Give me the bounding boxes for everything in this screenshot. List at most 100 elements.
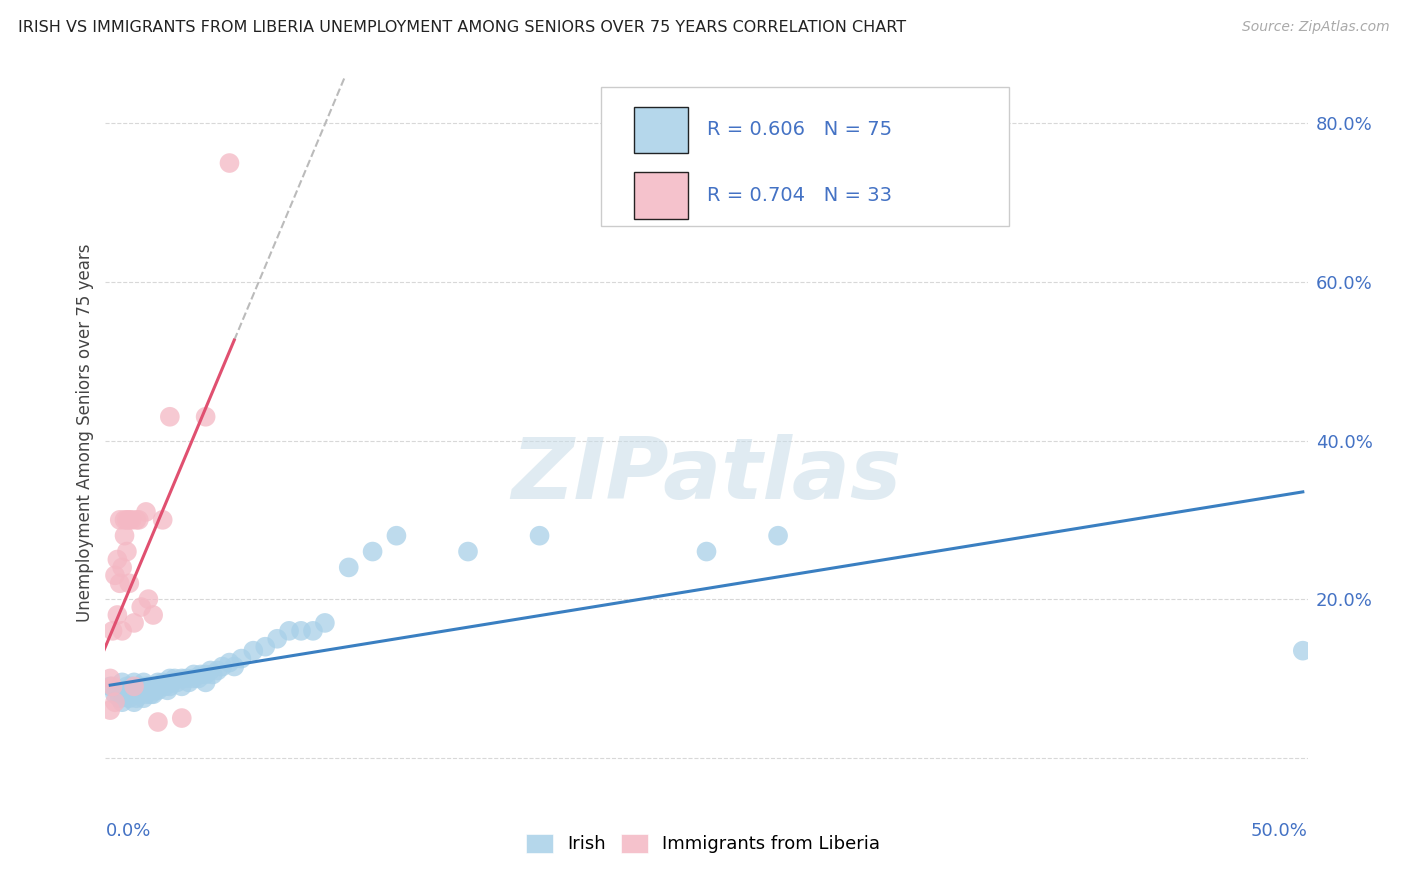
Point [105,683,128,698]
Point [142,607,165,622]
Point [266,632,288,646]
Point [153,679,176,693]
Point [129,683,152,698]
Point [146,714,169,729]
Point [98,703,121,717]
Text: IRISH VS IMMIGRANTS FROM LIBERIA UNEMPLOYMENT AMONG SENIORS OVER 75 YEARS CORREL: IRISH VS IMMIGRANTS FROM LIBERIA UNEMPLO… [18,20,907,35]
Point [129,600,152,615]
Point [314,615,336,630]
Point [129,679,152,693]
Legend: Irish, Immigrants from Liberia: Irish, Immigrants from Liberia [519,827,887,861]
Point [211,659,233,673]
Point [114,513,136,527]
Point [278,624,301,638]
Point [361,544,384,558]
Point [218,656,240,670]
Point [128,687,150,701]
Point [695,544,717,558]
Point [101,624,124,638]
Point [207,664,229,678]
Point [218,156,240,170]
Point [135,687,157,701]
Point [170,711,193,725]
Point [187,672,209,686]
Point [132,691,155,706]
Point [254,640,277,654]
Point [122,687,145,701]
Text: ZIPatlas: ZIPatlas [512,434,901,517]
Point [177,675,200,690]
Point [115,679,138,693]
Point [290,624,312,638]
Point [200,664,222,678]
Point [194,409,217,424]
Point [121,679,143,693]
Point [98,672,121,686]
Point [146,683,169,698]
Point [122,615,145,630]
Point [159,409,181,424]
Point [114,683,136,698]
Point [190,667,212,681]
Point [104,695,127,709]
Text: 50.0%: 50.0% [1251,822,1308,840]
Point [142,687,165,701]
Point [159,672,181,686]
Text: R = 0.606   N = 75: R = 0.606 N = 75 [707,120,891,139]
FancyBboxPatch shape [634,106,689,153]
Point [108,691,131,706]
Point [121,513,143,527]
Point [111,695,134,709]
Point [105,552,128,566]
Point [183,667,205,681]
Point [457,544,479,558]
Text: R = 0.704   N = 33: R = 0.704 N = 33 [707,186,891,205]
Point [108,576,131,591]
Point [231,651,253,665]
Point [125,513,148,527]
Y-axis label: Unemployment Among Seniors over 75 years: Unemployment Among Seniors over 75 years [76,244,94,622]
Point [125,691,148,706]
Point [118,683,141,698]
Point [242,643,264,657]
Point [138,679,160,693]
Point [135,505,157,519]
Text: Source: ZipAtlas.com: Source: ZipAtlas.com [1241,20,1389,34]
Point [170,672,193,686]
FancyBboxPatch shape [634,172,689,219]
Point [176,672,198,686]
Point [118,576,141,591]
Point [115,513,138,527]
Point [766,529,789,543]
Point [122,695,145,709]
Point [194,667,217,681]
Point [118,513,141,527]
Point [529,529,551,543]
Point [156,683,179,698]
Point [166,675,188,690]
Point [160,675,183,690]
Point [385,529,408,543]
Point [108,513,131,527]
Point [152,513,174,527]
Point [224,659,246,673]
Point [132,675,155,690]
Point [114,529,136,543]
Point [128,513,150,527]
Point [163,672,186,686]
Point [337,560,360,574]
Point [139,683,162,698]
Point [101,679,124,693]
Point [194,675,217,690]
Point [122,679,145,693]
Point [125,683,148,698]
Point [149,679,172,693]
Point [152,675,174,690]
Point [98,679,121,693]
Point [183,672,205,686]
Point [105,607,128,622]
Point [135,679,157,693]
Point [104,568,127,582]
Point [139,687,162,701]
Point [201,667,224,681]
